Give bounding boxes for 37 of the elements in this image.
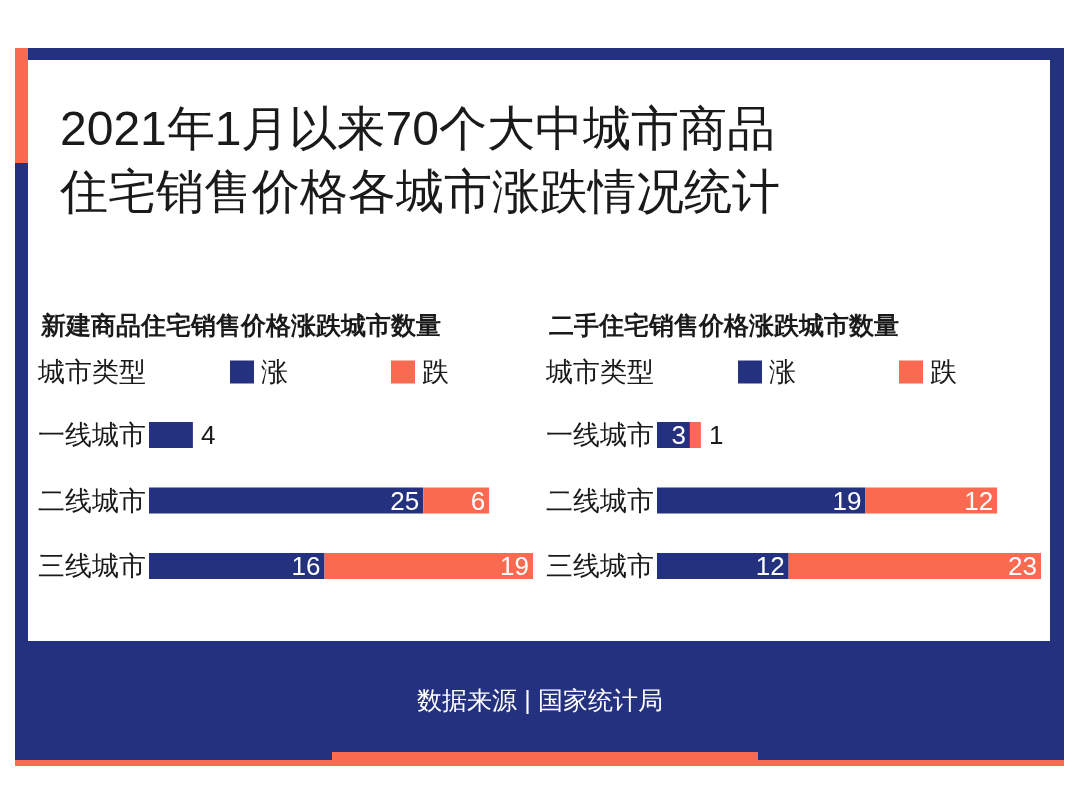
data-label: 19 [500, 551, 529, 581]
bar [657, 487, 866, 514]
legend-label: 跌 [930, 357, 957, 387]
y-tick-label: 二线城市 [546, 485, 654, 516]
bar [689, 422, 701, 448]
legend-title: 城市类型 [37, 357, 146, 387]
bar [149, 553, 325, 579]
legend-label: 涨 [261, 357, 288, 387]
data-label: 23 [1008, 551, 1037, 581]
legend-title: 城市类型 [545, 357, 654, 387]
bar [149, 422, 193, 448]
bar [657, 553, 789, 579]
data-label: 1 [708, 420, 724, 450]
data-label: 16 [291, 551, 321, 581]
y-tick-label: 三线城市 [546, 551, 654, 581]
legend-label: 涨 [769, 357, 796, 387]
y-tick-label: 三线城市 [38, 551, 146, 581]
bar [865, 487, 998, 514]
chart-subtitle: 新建商品住宅销售价格涨跌城市数量 [40, 311, 441, 339]
chart-title: 2021年1月以来70个大中城市商品住宅销售价格各城市涨跌情况统计 [59, 102, 780, 218]
bar [788, 553, 1041, 579]
legend-label: 跌 [422, 357, 449, 387]
source-note: 数据来源 | 国家统计局 [417, 686, 663, 714]
bar [324, 553, 533, 579]
y-tick-label: 一线城市 [546, 420, 654, 450]
y-tick-label: 二线城市 [38, 485, 146, 516]
data-label: 12 [964, 485, 994, 516]
data-label: 19 [832, 485, 862, 516]
data-label: 6 [470, 485, 486, 516]
data-label: 4 [200, 420, 216, 450]
y-tick-label: 一线城市 [38, 420, 146, 450]
bar [149, 487, 424, 514]
data-label: 12 [755, 551, 785, 581]
data-label: 25 [390, 485, 420, 516]
chart-title: 二手住宅销售价格涨跌城市数量 [549, 311, 899, 339]
bar [423, 487, 490, 514]
data-label: 3 [671, 420, 686, 450]
